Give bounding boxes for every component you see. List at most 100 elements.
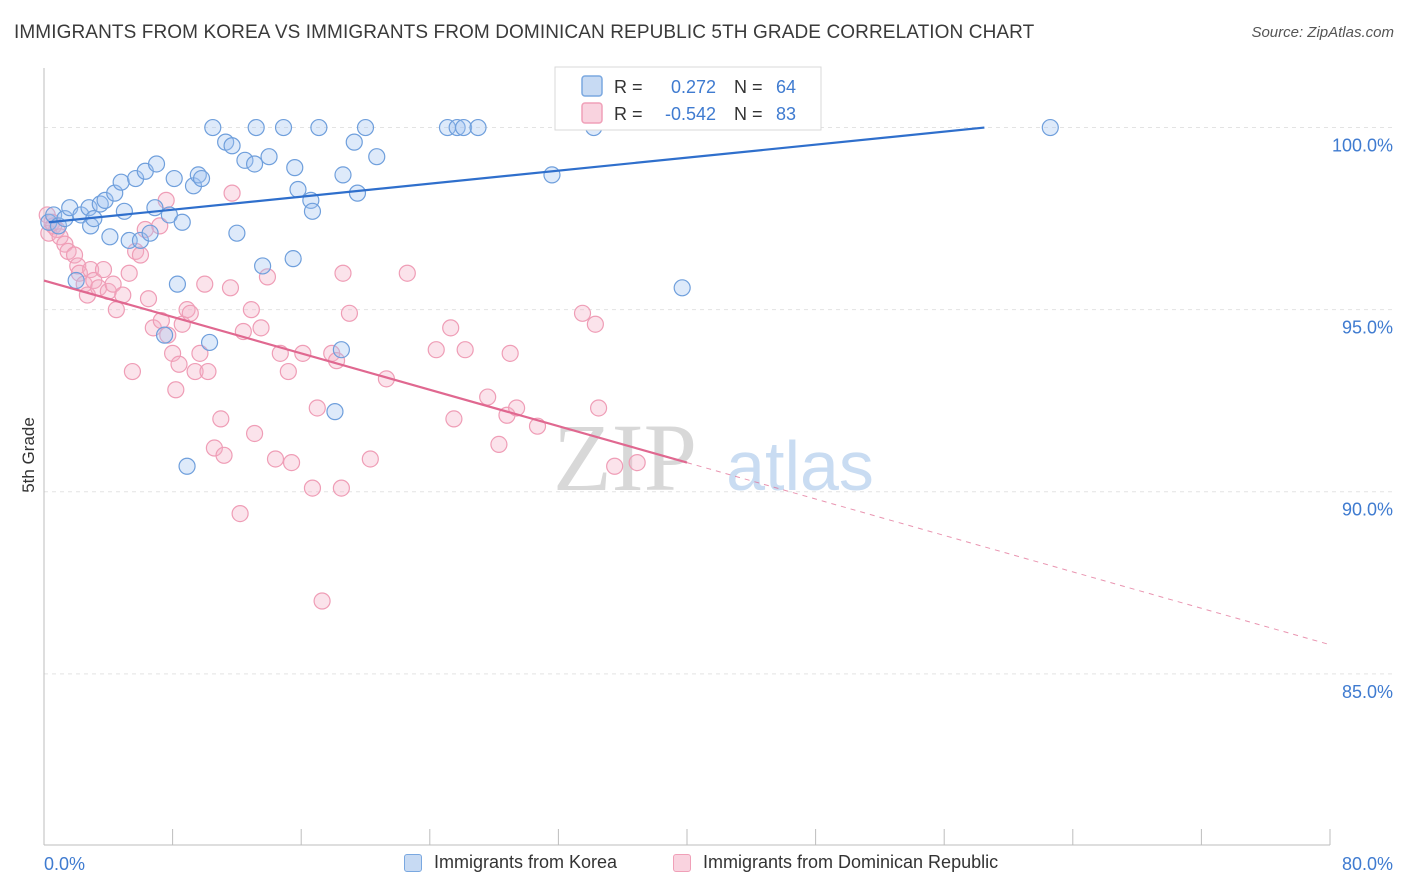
korea-point <box>141 224 159 242</box>
gridlines <box>44 127 1395 675</box>
dominican-point <box>242 301 260 319</box>
dominican-point <box>573 304 592 322</box>
korea-point <box>200 333 219 352</box>
y-axis-label: 5th Grade <box>19 417 38 493</box>
dominican-point <box>139 290 158 308</box>
source-label: Source: ZipAtlas.com <box>1251 24 1394 41</box>
dominican-point <box>212 410 230 428</box>
dominican-point <box>442 319 460 337</box>
dominican-point <box>258 268 277 286</box>
dominican-point <box>456 341 474 359</box>
dominican-point <box>445 410 463 428</box>
dominican-point <box>94 260 113 279</box>
korea-point <box>192 169 211 188</box>
dominican-point <box>245 424 264 443</box>
legend-label-korea: Immigrants from Korea <box>434 852 618 872</box>
watermark: ZIP atlas <box>553 404 874 511</box>
korea-point <box>155 326 174 344</box>
korea-point <box>245 155 264 173</box>
korea-point <box>247 118 265 137</box>
korea-point <box>56 210 74 228</box>
dominican-point <box>279 362 297 381</box>
korea-point <box>204 118 222 137</box>
dominican-point <box>427 341 445 359</box>
korea-point <box>286 159 304 177</box>
stats-legend-swatch <box>581 102 603 124</box>
korea-point <box>345 133 363 151</box>
series-legend: Immigrants from Korea Immigrants from Do… <box>0 852 1406 878</box>
dominican-point <box>231 504 249 523</box>
korea-point <box>454 118 473 137</box>
korea-point <box>173 213 191 231</box>
stats-legend-r-value: 0.272 <box>671 77 716 97</box>
dominican-trend-line <box>43 279 688 464</box>
dominican-point <box>252 319 270 337</box>
x-tick-label-min: 0.0% <box>44 854 85 874</box>
dominican-point <box>123 362 142 381</box>
stats-legend-n-value: 64 <box>776 77 796 97</box>
korea-point <box>178 457 196 475</box>
legend-label-dominican: Immigrants from Dominican Republic <box>703 852 999 872</box>
stats-legend-n-value: 83 <box>776 104 796 124</box>
korea-point <box>80 199 98 217</box>
korea-point <box>115 202 133 220</box>
dominican-point <box>223 184 241 202</box>
legend-swatch-korea <box>404 853 422 872</box>
korea-point <box>368 148 386 166</box>
dominican-point <box>221 279 240 297</box>
dominican-point <box>104 275 122 293</box>
korea-point <box>673 279 691 297</box>
korea-point <box>165 169 183 188</box>
dominican-point <box>340 304 359 322</box>
korea-point <box>303 202 322 220</box>
dominican-point <box>282 454 301 472</box>
legend-swatch-dominican <box>673 853 691 872</box>
legend-item-korea: Immigrants from Korea <box>404 852 617 873</box>
dominican-point <box>170 355 188 373</box>
korea-point <box>274 118 293 137</box>
stats-legend-r-label: R = <box>614 104 643 124</box>
dominican-trend-extension <box>686 462 1331 646</box>
dominican-point <box>332 479 350 497</box>
korea-point <box>260 148 278 166</box>
dominican-point <box>120 264 138 282</box>
y-tick-label: 95.0% <box>1342 318 1393 338</box>
dominican-point <box>398 264 416 282</box>
dominican-point <box>313 592 331 610</box>
korea-point <box>106 184 124 202</box>
dominican-point <box>215 446 233 464</box>
korea-point <box>1041 118 1059 137</box>
korea-point <box>356 118 375 137</box>
dominican-point <box>266 450 285 468</box>
y-tick-label: 90.0% <box>1342 500 1393 520</box>
y-tick-labels: 100.0% 95.0% 90.0% 85.0% <box>1332 136 1393 702</box>
korea-point <box>223 137 241 155</box>
dominican-point <box>361 450 379 468</box>
korea-point <box>45 206 63 224</box>
dominican-point <box>490 435 508 453</box>
dominican-point <box>191 344 209 362</box>
korea-point <box>67 271 85 290</box>
dominican-point <box>508 399 526 417</box>
dominican-point <box>606 457 624 475</box>
x-tick-labels: 0.0% 80.0% <box>44 854 1393 874</box>
dominican-point <box>196 275 214 293</box>
korea-point <box>543 166 561 184</box>
dominican-point <box>589 399 608 417</box>
trend-lines <box>43 126 1331 646</box>
korea-point <box>310 118 328 137</box>
korea-point <box>284 250 302 268</box>
y-tick-label: 100.0% <box>1332 136 1393 156</box>
dominican-point <box>131 246 150 264</box>
korea-point <box>448 118 466 137</box>
korea-point <box>469 118 487 137</box>
dominican-point <box>479 388 497 406</box>
dominican-point <box>152 311 170 330</box>
y-tick-label: 85.0% <box>1342 682 1393 702</box>
korea-point <box>236 151 254 169</box>
axes <box>43 68 1331 846</box>
series-korea-points <box>40 118 1059 475</box>
dominican-point <box>308 399 326 417</box>
korea-point <box>146 199 164 217</box>
